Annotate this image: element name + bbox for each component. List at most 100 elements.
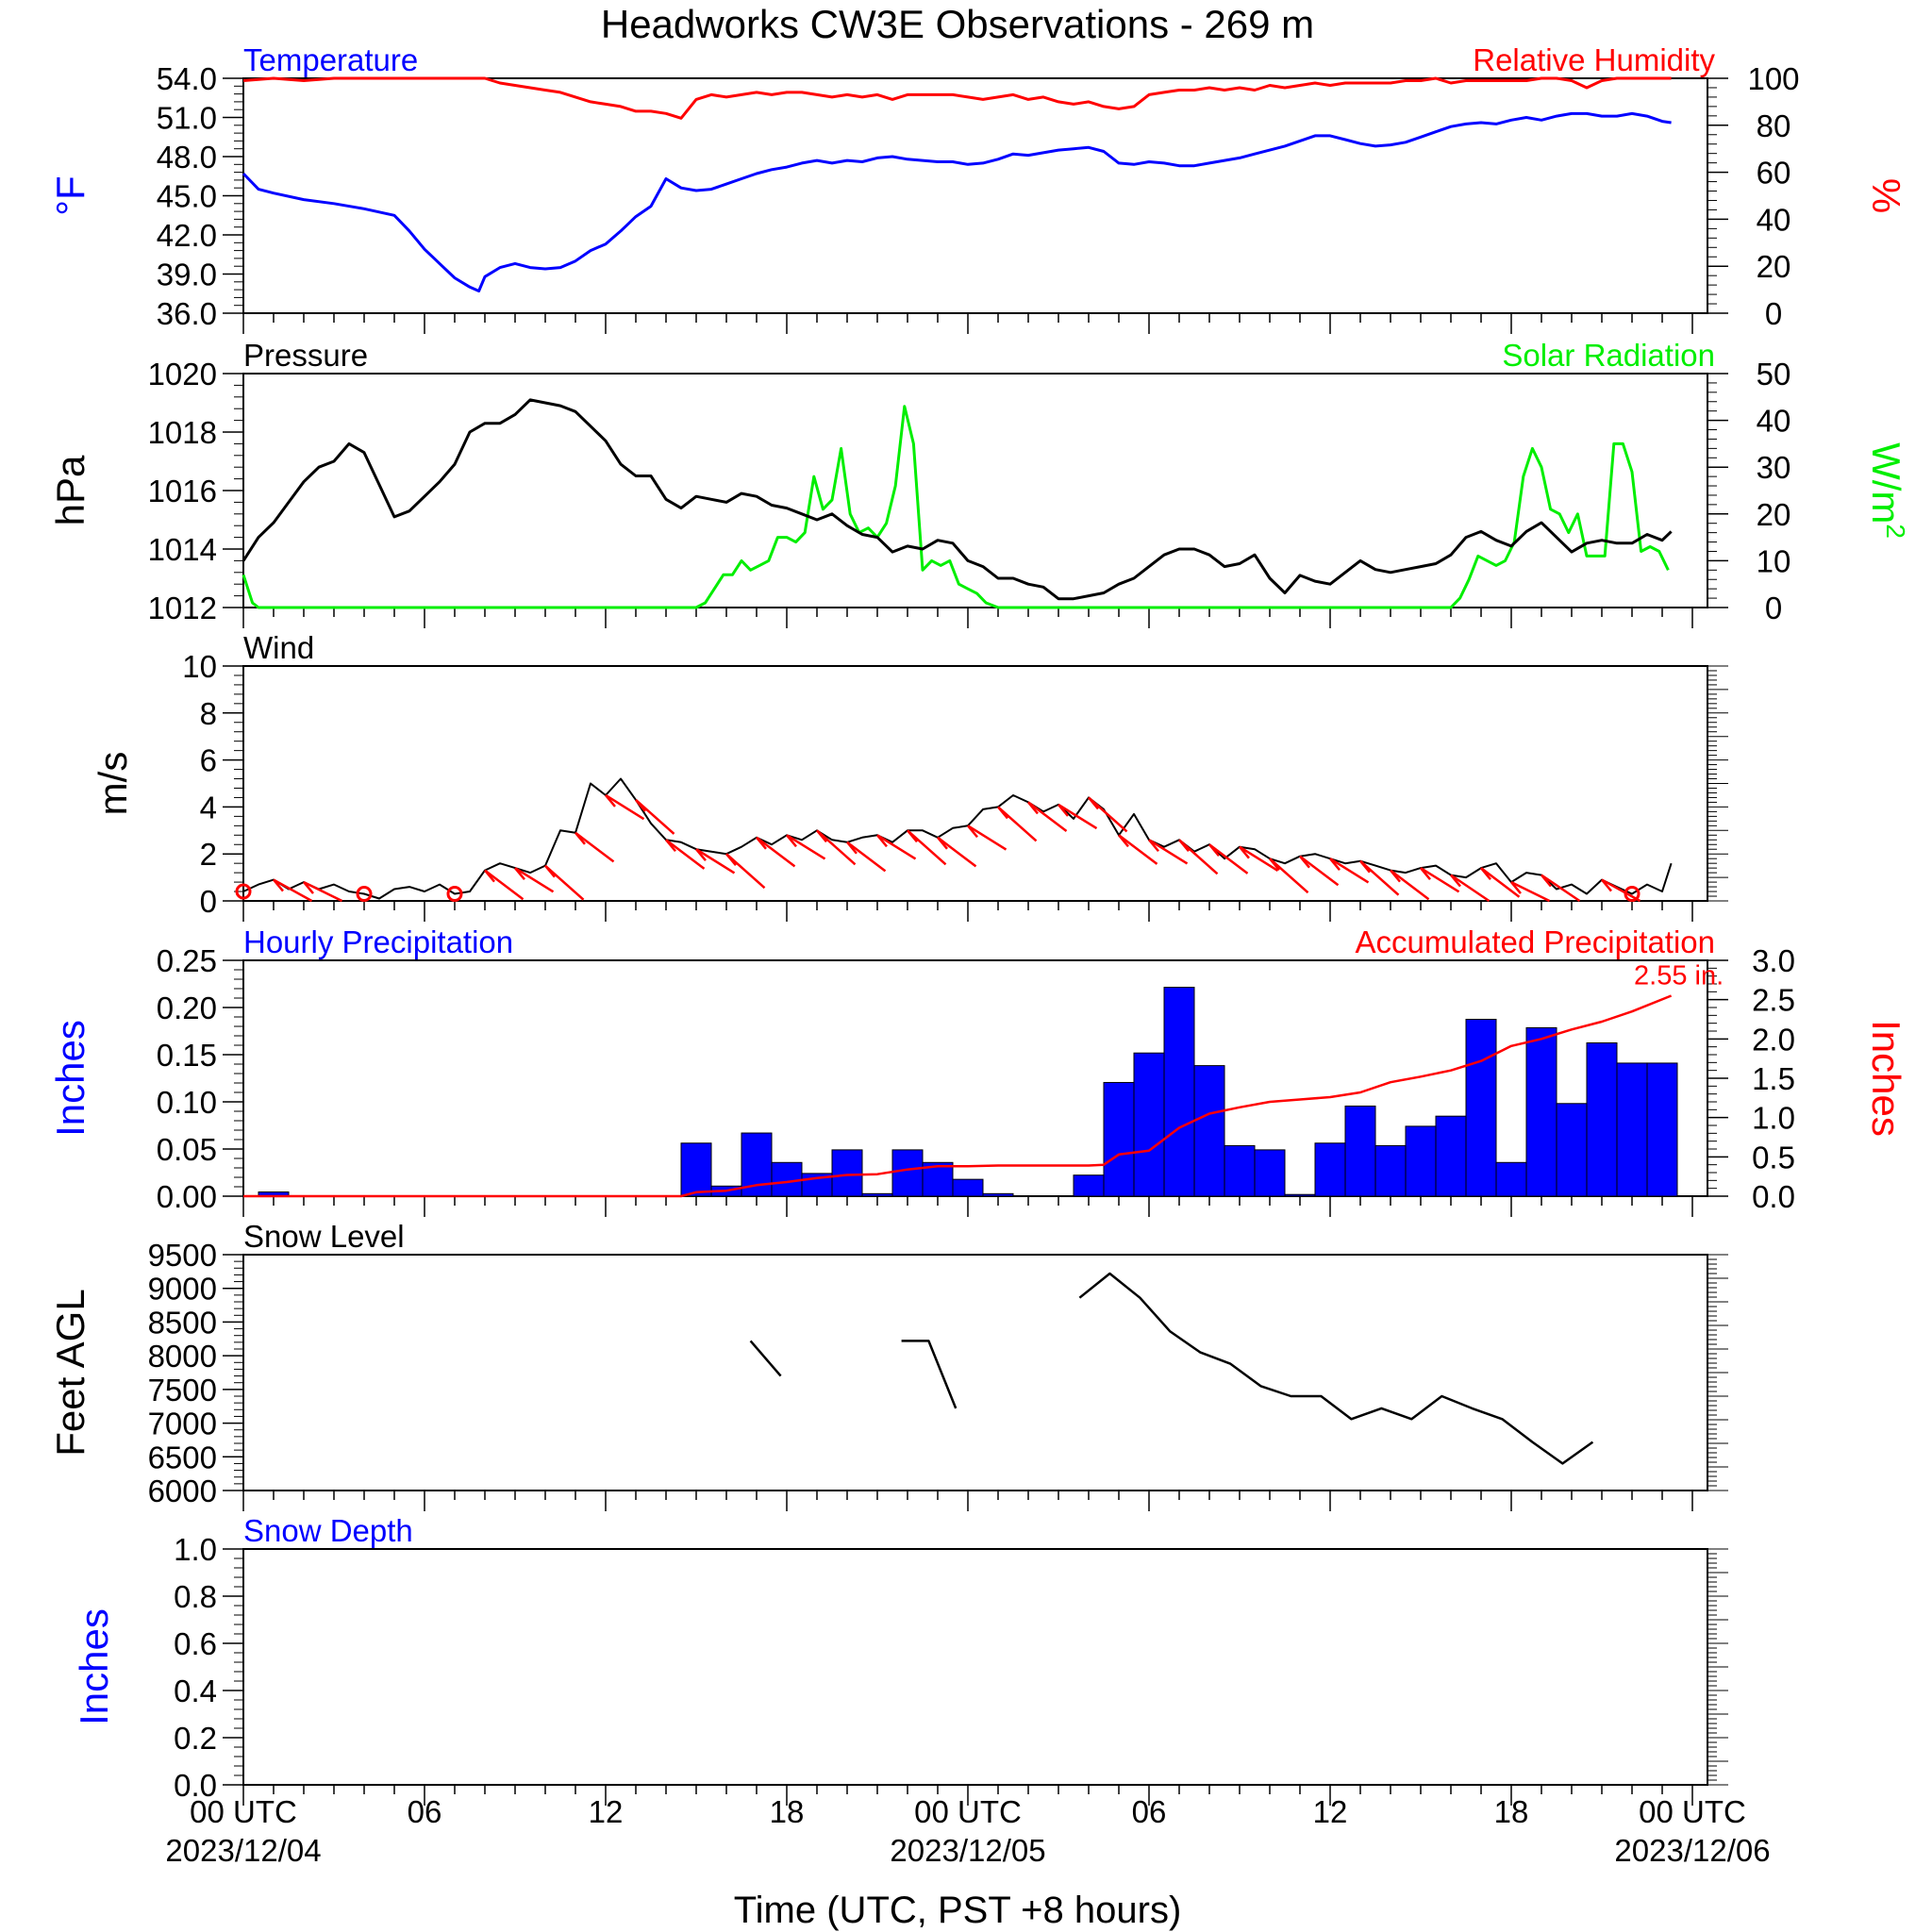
precip-bar (1224, 1144, 1256, 1197)
y-axis-unit-left: Inches (72, 1608, 116, 1725)
panel-title-right: Relative Humidity (1473, 42, 1715, 77)
y-tick-label-left: 6 (200, 743, 217, 778)
wind-barb-flag (1208, 843, 1220, 858)
y-tick-label-left: 6500 (148, 1440, 217, 1474)
precip-bar (771, 1161, 803, 1197)
series-accumulated-precipitation (243, 994, 1673, 1198)
panels: 36.039.042.045.048.051.054.0020406080100… (48, 42, 1911, 1806)
wind-barb-flag (1058, 804, 1069, 817)
wind-barb-flag (1420, 867, 1431, 880)
y-tick-label-left: 51.0 (157, 101, 217, 136)
wind-barb-flag (1269, 858, 1280, 871)
panel-title-left: Pressure (243, 338, 368, 373)
y-tick-label-left: 1020 (148, 357, 217, 391)
wind-barb-shaft (1450, 874, 1491, 903)
x-tick-label: 06 (408, 1794, 442, 1829)
y-tick-label-right: 0.5 (1752, 1140, 1795, 1174)
y-tick-label-left: 0.20 (157, 991, 217, 1025)
y-axis-unit-right: % (1864, 178, 1908, 213)
panel-wind: 0 2 4 6 8 10 Wind m/s (91, 630, 1728, 922)
y-tick-label-left: 36.0 (157, 296, 217, 331)
y-axis-unit-left: Feet AGL (48, 1289, 92, 1456)
wind-barb-shaft (1359, 859, 1400, 896)
wind-barb-flag (1118, 834, 1129, 848)
y-tick-label-right: 50 (1757, 357, 1791, 391)
x-tick-label: 06 (1132, 1794, 1167, 1829)
y-tick-label-left: 54.0 (157, 61, 217, 96)
y-tick-label-left: 2 (200, 837, 217, 872)
calm-wind-marker (446, 886, 463, 903)
precip-bar (1495, 1161, 1527, 1197)
wind-barb-shaft (816, 829, 857, 866)
y-tick-label-left: 1014 (148, 532, 217, 567)
precip-bar (1344, 1105, 1376, 1197)
y-tick-label-left: 42.0 (157, 218, 217, 253)
y-tick-label-left: 0.05 (157, 1132, 217, 1167)
wind-barb-flag (907, 829, 918, 843)
y-tick-label-right: 2.5 (1752, 983, 1795, 1018)
y-tick-label-right: 0 (1765, 591, 1782, 625)
wind-barb-flag (1480, 867, 1491, 880)
y-tick-label-left: 0.2 (174, 1721, 217, 1756)
wind-barb-shaft (1510, 880, 1551, 903)
precip-bar (1646, 1062, 1678, 1197)
wind-barb-shaft (1027, 801, 1068, 833)
wind-barb-shaft (1420, 867, 1460, 893)
panel-title-left: Snow Level (243, 1219, 405, 1254)
x-tick-date: 2023/12/04 (165, 1833, 321, 1868)
wind-barb-flag (937, 836, 948, 850)
wind-barb-shaft (1541, 874, 1581, 903)
wind-barb-shaft (273, 878, 313, 903)
y-tick-label-right: 0 (1765, 296, 1782, 331)
wind-barb-shaft (605, 793, 645, 821)
y-tick-label-left: 0.0 (174, 1768, 217, 1803)
x-tick-label: 00 UTC (914, 1794, 1022, 1829)
wind-barb-flag (1359, 859, 1371, 874)
wind-barb-shaft (756, 836, 796, 868)
x-tick-label: 12 (589, 1794, 624, 1829)
precip-bar (861, 1192, 893, 1197)
wind-barb-shaft (575, 831, 615, 863)
precip-bar (1586, 1042, 1618, 1197)
wind-barb-shaft (1480, 867, 1521, 898)
wind-barb-shaft (1058, 803, 1098, 830)
y-tick-label-left: 0.8 (174, 1579, 217, 1614)
series-snow-level (901, 1340, 958, 1409)
wind-barb-shaft (665, 839, 706, 870)
wind-barb-flag (1541, 874, 1552, 888)
panel-title-left: Hourly Precipitation (243, 924, 513, 959)
calm-wind-marker (235, 883, 252, 900)
series-snow-level (749, 1340, 782, 1377)
series-pressure (242, 398, 1673, 601)
wind-barb-shaft (907, 829, 947, 866)
wind-barb-shaft (1118, 834, 1158, 865)
wind-barb-shaft (1601, 878, 1641, 903)
y-tick-label-left: 7500 (148, 1373, 217, 1407)
y-axis-unit-right: Inches (1864, 1020, 1908, 1137)
wind-barb-flag (605, 794, 616, 808)
y-tick-label-right: 0.0 (1752, 1179, 1795, 1214)
wind-barb-shaft (937, 836, 977, 868)
wind-barb-flag (1601, 878, 1612, 892)
x-tick-label: 18 (770, 1794, 805, 1829)
wind-barb-shaft (967, 824, 1008, 851)
panel-temperature-humidity: 36.0 39.0 42.0 45.0 48.0 51.0 54.0 0 20 40 60 80 100… (48, 42, 1908, 334)
x-tick-label: 12 (1313, 1794, 1348, 1829)
wind-barb-flag (967, 824, 978, 839)
precip-bar (1254, 1149, 1286, 1197)
wind-barb-shaft (303, 880, 343, 903)
y-tick-label-left: 39.0 (157, 258, 217, 292)
series-solar-radiation (242, 405, 1670, 609)
panel-title-left: Temperature (243, 42, 418, 77)
wind-barb-flag (1239, 845, 1250, 859)
y-tick-label-left: 1016 (148, 474, 217, 508)
y-tick-label-left: 1.0 (174, 1532, 217, 1567)
wind-barb-shaft (544, 864, 585, 901)
wind-barb-shaft (725, 853, 766, 890)
wind-barb-flag (1510, 881, 1522, 894)
y-tick-label-left: 45.0 (157, 179, 217, 214)
wind-barb-flag (514, 867, 525, 880)
series-relative-humidity (242, 76, 1672, 120)
x-axis: 00 UTC 2023/12/04 06 12 18 00 UTC 2023/12/05 06… (165, 1794, 1770, 1868)
